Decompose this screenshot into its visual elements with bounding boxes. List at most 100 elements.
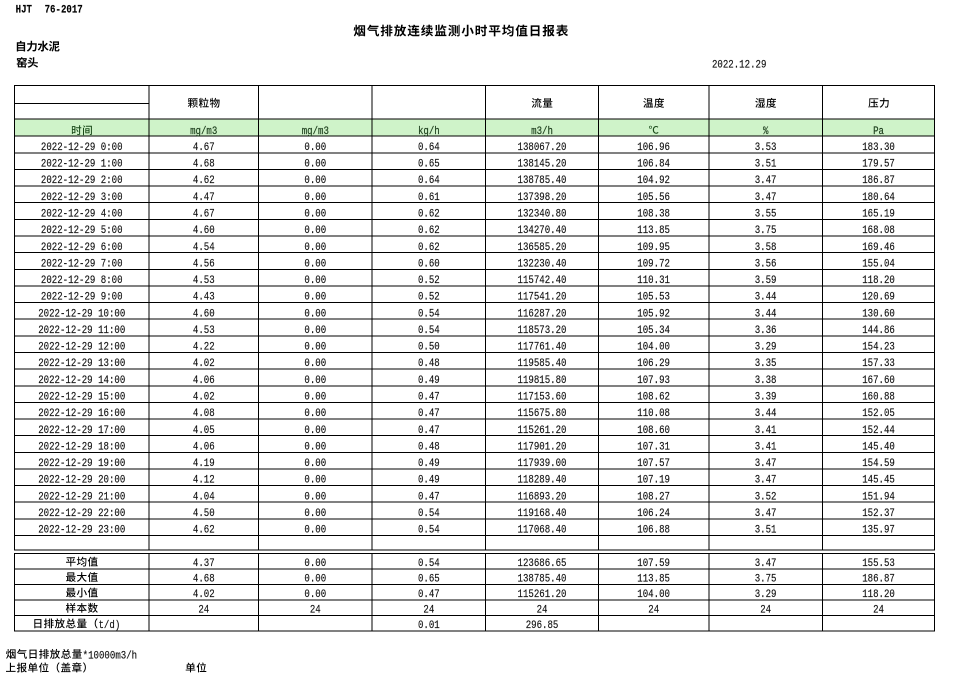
svg-text:106.84: 106.84 (637, 159, 670, 171)
svg-text:4.56: 4.56 (193, 259, 215, 271)
svg-text:183.30: 183.30 (862, 142, 895, 154)
svg-text:0.60: 0.60 (418, 259, 440, 271)
svg-text:4.06: 4.06 (193, 375, 215, 387)
svg-text:2022-12-29 14:00: 2022-12-29 14:00 (38, 375, 125, 387)
svg-text:116893.20: 116893.20 (518, 492, 567, 504)
svg-text:117939.00: 117939.00 (518, 458, 567, 470)
svg-text:117541.20: 117541.20 (518, 292, 567, 304)
svg-text:104.00: 104.00 (637, 342, 670, 354)
svg-text:104.92: 104.92 (637, 176, 670, 188)
svg-text:152.37: 152.37 (862, 508, 895, 520)
svg-text:0.00: 0.00 (304, 209, 326, 221)
svg-text:4.68: 4.68 (193, 159, 215, 171)
svg-text:151.94: 151.94 (862, 492, 895, 504)
svg-text:115675.80: 115675.80 (518, 408, 567, 420)
svg-text:3.44: 3.44 (755, 309, 777, 321)
svg-text:0.62: 0.62 (418, 225, 440, 237)
svg-text:4.08: 4.08 (193, 408, 215, 420)
svg-text:118.20: 118.20 (862, 275, 895, 287)
svg-text:105.56: 105.56 (637, 192, 670, 204)
svg-text:107.57: 107.57 (637, 458, 670, 470)
svg-text:4.22: 4.22 (193, 342, 215, 354)
svg-text:2022-12-29 10:00: 2022-12-29 10:00 (38, 309, 125, 321)
svg-text:0.00: 0.00 (304, 325, 326, 337)
svg-text:119585.40: 119585.40 (518, 359, 567, 371)
svg-text:105.34: 105.34 (637, 325, 670, 337)
svg-text:24: 24 (310, 605, 321, 617)
svg-text:4.50: 4.50 (193, 508, 215, 520)
svg-text:4.02: 4.02 (193, 359, 215, 371)
svg-text:117068.40: 117068.40 (518, 525, 567, 537)
svg-text:4.12: 4.12 (193, 475, 215, 487)
svg-text:145.40: 145.40 (862, 442, 895, 454)
svg-text:138145.20: 138145.20 (518, 159, 567, 171)
svg-text:110.31: 110.31 (637, 275, 670, 287)
svg-text:4.05: 4.05 (193, 425, 215, 437)
svg-text:3.52: 3.52 (755, 492, 777, 504)
svg-text:0.64: 0.64 (418, 142, 440, 154)
svg-text:mg/m3: mg/m3 (190, 125, 217, 138)
svg-text:0.54: 0.54 (418, 309, 440, 321)
svg-text:0.54: 0.54 (418, 325, 440, 337)
svg-text:0.00: 0.00 (304, 275, 326, 287)
svg-text:2022.12.29: 2022.12.29 (712, 60, 766, 72)
svg-text:0.48: 0.48 (418, 359, 440, 371)
svg-text:4.47: 4.47 (193, 192, 215, 204)
svg-text:2022-12-29 20:00: 2022-12-29 20:00 (38, 475, 125, 487)
svg-text:3.59: 3.59 (755, 275, 777, 287)
svg-text:t/d): t/d) (99, 619, 121, 632)
svg-text:3.47: 3.47 (755, 192, 777, 204)
svg-text:0.00: 0.00 (304, 342, 326, 354)
svg-text:3.47: 3.47 (755, 508, 777, 520)
svg-text:2022-12-29 6:00: 2022-12-29 6:00 (41, 242, 123, 254)
svg-text:2022-12-29 17:00: 2022-12-29 17:00 (38, 425, 125, 437)
svg-text:Pa: Pa (873, 126, 884, 138)
svg-text:0.00: 0.00 (304, 375, 326, 387)
svg-text:107.19: 107.19 (637, 475, 670, 487)
svg-text:0.47: 0.47 (418, 589, 440, 601)
svg-text:117761.40: 117761.40 (518, 342, 567, 354)
svg-text:0.00: 0.00 (304, 574, 326, 586)
svg-text:165.19: 165.19 (862, 209, 895, 221)
svg-text:0.47: 0.47 (418, 425, 440, 437)
svg-text:155.04: 155.04 (862, 259, 895, 271)
svg-text:167.60: 167.60 (862, 375, 895, 387)
svg-text:2022-12-29 2:00: 2022-12-29 2:00 (41, 176, 123, 188)
svg-text:296.85: 296.85 (526, 620, 559, 632)
svg-text:3.47: 3.47 (755, 475, 777, 487)
svg-text:152.05: 152.05 (862, 408, 895, 420)
svg-text:0.47: 0.47 (418, 408, 440, 420)
svg-text:160.88: 160.88 (862, 392, 895, 404)
svg-text:180.64: 180.64 (862, 192, 895, 204)
svg-text:0.00: 0.00 (304, 508, 326, 520)
svg-text:4.67: 4.67 (193, 142, 215, 154)
svg-text:0.00: 0.00 (304, 475, 326, 487)
svg-text:2022-12-29 21:00: 2022-12-29 21:00 (38, 492, 125, 504)
svg-text:4.60: 4.60 (193, 309, 215, 321)
svg-text:24: 24 (537, 605, 548, 617)
svg-text:106.24: 106.24 (637, 508, 670, 520)
svg-text:0.00: 0.00 (304, 392, 326, 404)
svg-text:106.96: 106.96 (637, 142, 670, 154)
svg-text:107.59: 107.59 (637, 559, 670, 571)
svg-text:2022-12-29 8:00: 2022-12-29 8:00 (41, 275, 123, 287)
svg-text:0.65: 0.65 (418, 574, 440, 586)
svg-text:24: 24 (873, 605, 884, 617)
svg-text:0.00: 0.00 (304, 408, 326, 420)
svg-text:4.19: 4.19 (193, 458, 215, 470)
svg-text:0.00: 0.00 (304, 259, 326, 271)
svg-text:154.23: 154.23 (862, 342, 895, 354)
svg-text:3.35: 3.35 (755, 359, 777, 371)
svg-text:154.59: 154.59 (862, 458, 895, 470)
svg-text:3.75: 3.75 (755, 225, 777, 237)
svg-text:4.62: 4.62 (193, 525, 215, 537)
svg-text:3.51: 3.51 (755, 525, 777, 537)
svg-text:2022-12-29 1:00: 2022-12-29 1:00 (41, 159, 123, 171)
svg-text:3.44: 3.44 (755, 408, 777, 420)
svg-text:2022-12-29 22:00: 2022-12-29 22:00 (38, 508, 125, 520)
svg-text:mg/m3: mg/m3 (302, 125, 329, 138)
svg-text:138785.40: 138785.40 (518, 176, 567, 188)
svg-text:113.85: 113.85 (637, 225, 670, 237)
svg-text:186.87: 186.87 (862, 574, 895, 586)
svg-text:106.29: 106.29 (637, 359, 670, 371)
